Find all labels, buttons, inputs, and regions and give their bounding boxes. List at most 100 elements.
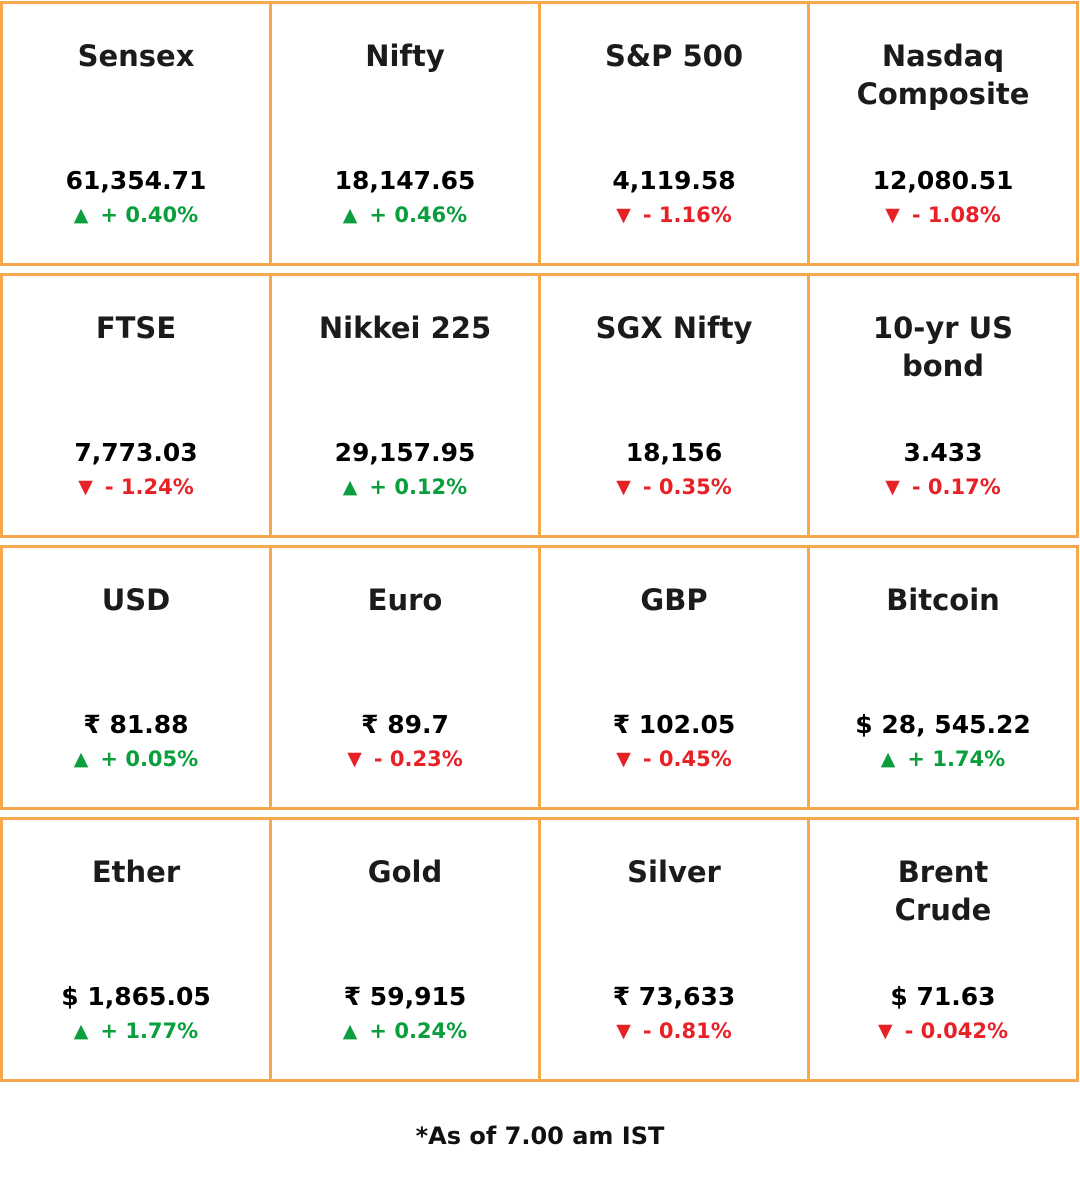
market-value: 7,773.03 — [74, 438, 198, 467]
market-change: - 0.042% — [878, 1019, 1009, 1043]
market-card-body: $ 1,865.05 + 1.77% — [61, 982, 210, 1043]
up-arrow-icon — [343, 206, 358, 225]
change-percent: + 0.46% — [369, 203, 468, 227]
market-name: Brent Crude — [894, 855, 992, 927]
market-value: ₹ 73,633 — [612, 982, 736, 1011]
down-arrow-icon — [885, 206, 900, 225]
market-change: - 1.24% — [78, 475, 194, 499]
market-card-body: 18,156 - 0.35% — [616, 438, 732, 499]
change-percent: - 0.17% — [911, 475, 1001, 499]
grid-row-2: FTSE 7,773.03 - 1.24% Nikkei 225 29,157.… — [0, 273, 1080, 538]
market-card-body: 29,157.95 + 0.12% — [335, 438, 476, 499]
market-change: + 0.24% — [343, 1019, 467, 1043]
market-card-nifty: Nifty 18,147.65 + 0.46% — [269, 1, 541, 266]
market-value: 12,080.51 — [872, 166, 1014, 195]
market-card-body: 7,773.03 - 1.24% — [74, 438, 197, 499]
market-name: Sensex — [77, 39, 195, 73]
market-value: 18,147.65 — [334, 166, 476, 195]
market-card-brent-crude: Brent Crude $ 71.63 - 0.042% — [807, 817, 1079, 1082]
market-value: 4,119.58 — [612, 166, 736, 195]
market-change: + 0.12% — [343, 475, 467, 499]
market-change: - 0.81% — [616, 1019, 732, 1043]
change-percent: - 0.042% — [904, 1019, 1009, 1043]
market-value: $ 71.63 — [890, 982, 996, 1011]
market-change: - 1.16% — [616, 203, 732, 227]
change-percent: - 0.35% — [642, 475, 732, 499]
change-percent: + 0.12% — [369, 475, 468, 499]
market-name: GBP — [640, 583, 708, 617]
market-change: + 1.77% — [74, 1019, 198, 1043]
grid-row-3: USD ₹ 81.88 + 0.05% Euro ₹ 89.7 - 0.23% … — [0, 545, 1080, 810]
market-value: 29,157.95 — [334, 438, 476, 467]
up-arrow-icon — [343, 478, 358, 497]
market-card-gold: Gold ₹ 59,915 + 0.24% — [269, 817, 541, 1082]
market-card-ftse: FTSE 7,773.03 - 1.24% — [0, 273, 272, 538]
change-percent: - 0.81% — [642, 1019, 732, 1043]
change-percent: - 1.24% — [104, 475, 194, 499]
up-arrow-icon — [74, 206, 89, 225]
market-name: Ether — [91, 855, 181, 889]
up-arrow-icon — [74, 750, 89, 769]
market-value: ₹ 89.7 — [361, 710, 449, 739]
market-name: 10-yr US bond — [872, 311, 1014, 383]
market-card-body: 4,119.58 - 1.16% — [612, 166, 735, 227]
market-card-body: $ 71.63 - 0.042% — [878, 982, 1008, 1043]
market-change: - 1.08% — [885, 203, 1001, 227]
market-name: Nifty — [365, 39, 445, 73]
change-percent: + 1.74% — [907, 747, 1006, 771]
market-change: + 0.05% — [74, 747, 198, 771]
market-value: 3.433 — [903, 438, 983, 467]
market-change: - 0.35% — [616, 475, 732, 499]
down-arrow-icon — [616, 750, 631, 769]
market-change: - 0.17% — [885, 475, 1001, 499]
market-card-body: 12,080.51 - 1.08% — [873, 166, 1014, 227]
change-percent: - 1.16% — [642, 203, 732, 227]
market-name: Nikkei 225 — [318, 311, 492, 345]
market-name: SGX Nifty — [595, 311, 753, 345]
as-of-footnote: *As of 7.00 am IST — [415, 1122, 665, 1150]
market-snapshot-grid: Sensex 61,354.71 + 0.40% Nifty 18,147.65… — [0, 0, 1080, 1082]
market-card-nasdaq-composite: Nasdaq Composite 12,080.51 - 1.08% — [807, 1, 1079, 266]
market-card-10yr-us-bond: 10-yr US bond 3.433 - 0.17% — [807, 273, 1079, 538]
market-value: $ 28, 545.22 — [855, 710, 1031, 739]
market-name: FTSE — [95, 311, 177, 345]
market-value: 61,354.71 — [65, 166, 207, 195]
down-arrow-icon — [78, 478, 93, 497]
market-card-silver: Silver ₹ 73,633 - 0.81% — [538, 817, 810, 1082]
market-value: 18,156 — [625, 438, 723, 467]
market-change: + 1.74% — [881, 747, 1005, 771]
market-card-body: 61,354.71 + 0.40% — [66, 166, 207, 227]
grid-row-1: Sensex 61,354.71 + 0.40% Nifty 18,147.65… — [0, 1, 1080, 266]
market-change: + 0.46% — [343, 203, 467, 227]
market-value: ₹ 102.05 — [612, 710, 736, 739]
market-card-body: 3.433 - 0.17% — [885, 438, 1001, 499]
down-arrow-icon — [885, 478, 900, 497]
market-card-body: ₹ 59,915 + 0.24% — [343, 982, 467, 1043]
grid-row-4: Ether $ 1,865.05 + 1.77% Gold ₹ 59,915 +… — [0, 817, 1080, 1082]
market-change: + 0.40% — [74, 203, 198, 227]
market-card-euro: Euro ₹ 89.7 - 0.23% — [269, 545, 541, 810]
change-percent: + 1.77% — [100, 1019, 199, 1043]
market-value: $ 1,865.05 — [61, 982, 211, 1011]
market-name: Bitcoin — [886, 583, 1000, 617]
market-card-body: ₹ 89.7 - 0.23% — [347, 710, 463, 771]
market-card-ether: Ether $ 1,865.05 + 1.77% — [0, 817, 272, 1082]
market-card-gbp: GBP ₹ 102.05 - 0.45% — [538, 545, 810, 810]
market-card-sensex: Sensex 61,354.71 + 0.40% — [0, 1, 272, 266]
market-name: Gold — [367, 855, 443, 889]
change-percent: + 0.40% — [100, 203, 199, 227]
market-value: ₹ 59,915 — [343, 982, 467, 1011]
market-name: Nasdaq Composite — [856, 39, 1030, 111]
market-card-body: ₹ 81.88 + 0.05% — [74, 710, 198, 771]
market-change: - 0.45% — [616, 747, 732, 771]
market-card-usd: USD ₹ 81.88 + 0.05% — [0, 545, 272, 810]
market-name: S&P 500 — [604, 39, 744, 73]
market-card-body: $ 28, 545.22 + 1.74% — [855, 710, 1031, 771]
up-arrow-icon — [881, 750, 896, 769]
market-card-nikkei-225: Nikkei 225 29,157.95 + 0.12% — [269, 273, 541, 538]
market-card-bitcoin: Bitcoin $ 28, 545.22 + 1.74% — [807, 545, 1079, 810]
market-card-body: ₹ 102.05 - 0.45% — [613, 710, 736, 771]
change-percent: - 0.45% — [642, 747, 732, 771]
market-card-body: ₹ 73,633 - 0.81% — [613, 982, 736, 1043]
market-card-sgx-nifty: SGX Nifty 18,156 - 0.35% — [538, 273, 810, 538]
